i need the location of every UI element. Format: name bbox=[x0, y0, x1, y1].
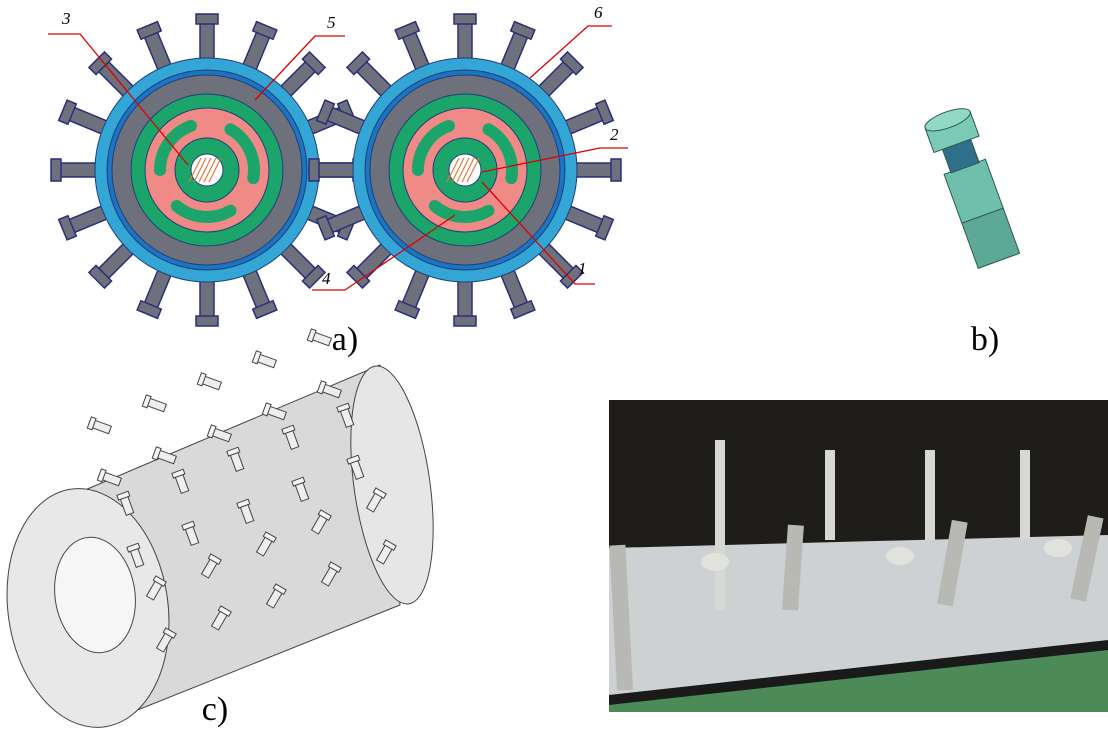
rotor-drawing bbox=[51, 14, 621, 326]
photo-pin-stub bbox=[886, 547, 914, 565]
caption: c) bbox=[202, 691, 228, 728]
caption: a) bbox=[332, 321, 358, 358]
callout: 1 bbox=[578, 259, 587, 278]
callout: 3 bbox=[61, 9, 71, 28]
rotor-ring bbox=[191, 154, 223, 186]
rotor-ring bbox=[449, 154, 481, 186]
photo-pin bbox=[925, 450, 935, 540]
drum-pin bbox=[87, 417, 112, 436]
pin-head bbox=[309, 159, 319, 181]
photo-pin bbox=[1020, 450, 1030, 540]
caption: b) bbox=[971, 321, 999, 358]
drum-pin bbox=[197, 373, 222, 392]
photo-pin-stub bbox=[1044, 539, 1072, 557]
photo-pin-stub bbox=[701, 553, 729, 571]
drum-pin bbox=[307, 329, 332, 348]
callout: 2 bbox=[610, 125, 619, 144]
callout: 4 bbox=[322, 269, 331, 288]
pin-head bbox=[196, 14, 218, 24]
figure: 3 5 6 2 4 1 a) b) c) bbox=[0, 0, 1108, 734]
pin-head bbox=[196, 316, 218, 326]
photo-pin bbox=[825, 450, 835, 540]
pin-head bbox=[51, 159, 61, 181]
pin-model bbox=[922, 104, 1021, 269]
pin-head bbox=[454, 316, 476, 326]
photo-pin bbox=[715, 440, 725, 610]
pin-head bbox=[611, 159, 621, 181]
callout: 6 bbox=[594, 3, 603, 22]
pin-head bbox=[454, 14, 476, 24]
drum-pin bbox=[142, 395, 167, 414]
drum-pin bbox=[252, 351, 277, 370]
drum-model bbox=[0, 329, 446, 734]
callout: 5 bbox=[327, 13, 336, 32]
photo bbox=[609, 400, 1108, 712]
